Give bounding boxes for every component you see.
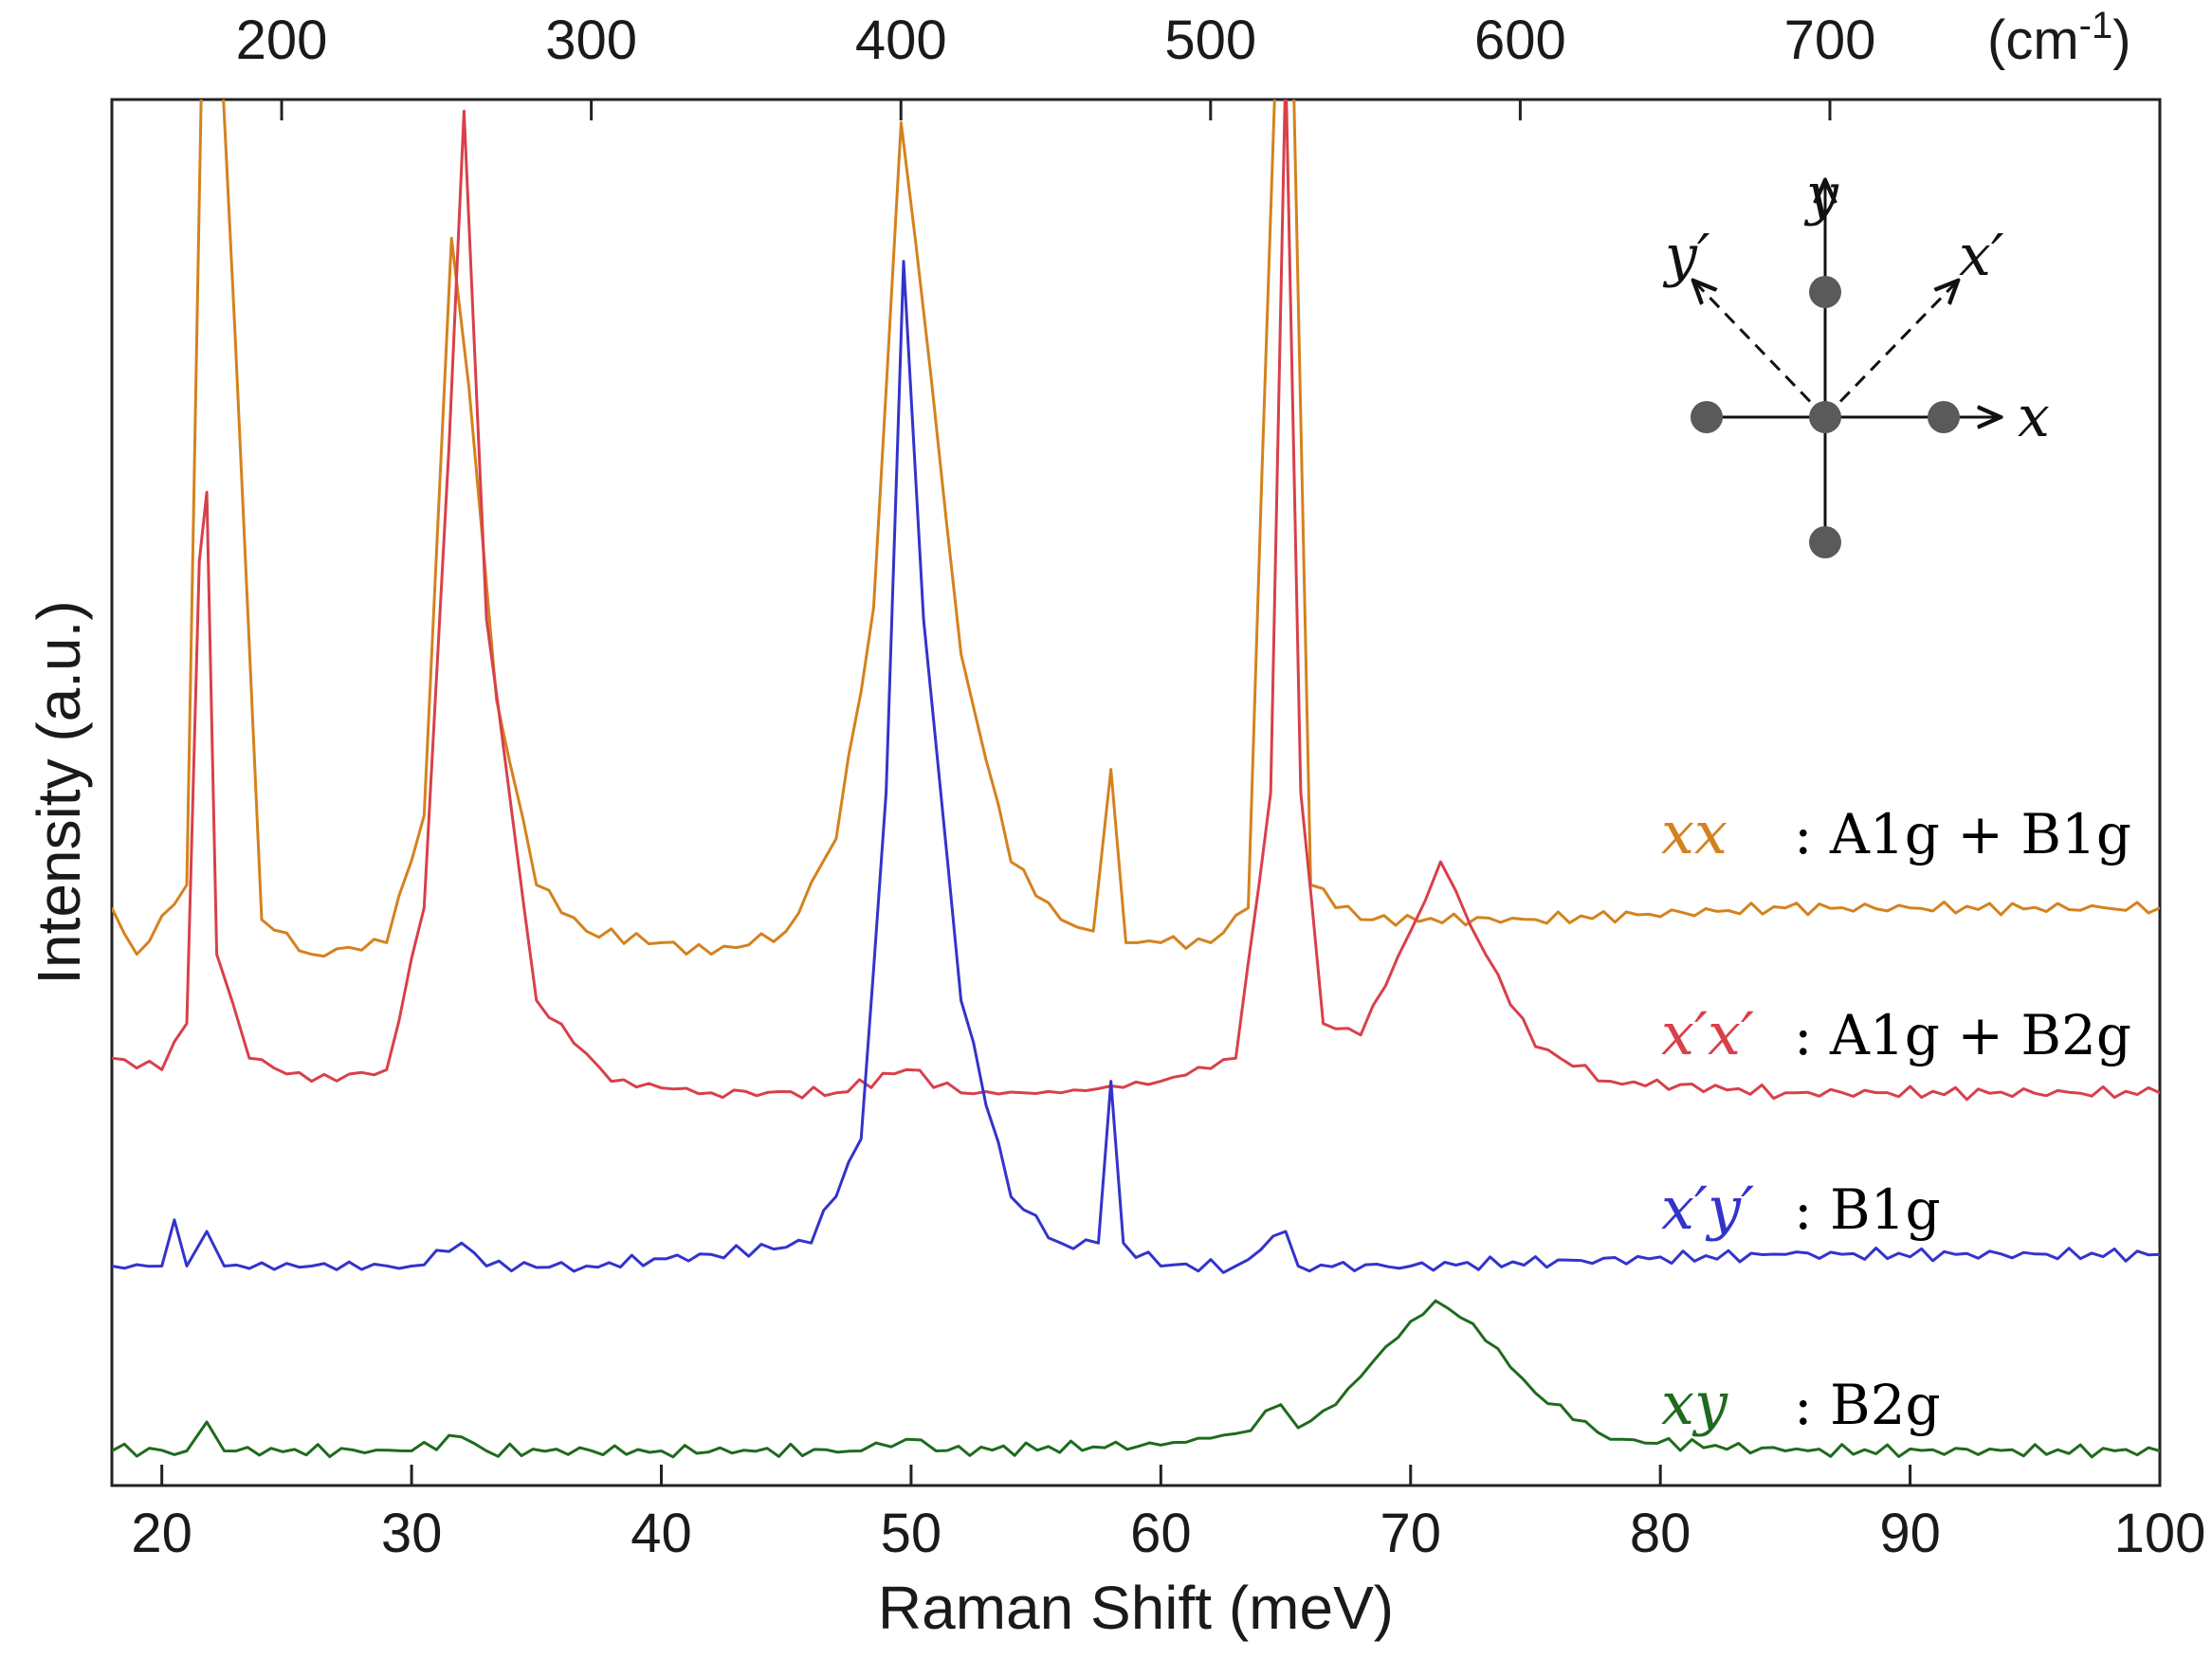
- top-tick-label: 200: [236, 9, 328, 71]
- legend-symmetry-xpyp: : B1g: [1794, 1177, 1941, 1242]
- series-layer: [112, 100, 2160, 1459]
- inset-yprime-axis: [1693, 281, 1827, 419]
- legend-label-xpyp: x′y′: [1661, 1174, 1754, 1243]
- x-tick-label: 80: [1630, 1503, 1691, 1564]
- x-tick-label: 90: [1879, 1503, 1941, 1564]
- legend-symmetry-xy: : B2g: [1794, 1373, 1941, 1437]
- plot-frame: [110, 98, 2162, 1487]
- inset-label-x: x: [2018, 384, 2050, 450]
- top-tick-label: 500: [1164, 9, 1256, 71]
- inset-axis-labels: x y x′ y′: [1662, 161, 2050, 450]
- atom-bottom: [1809, 526, 1841, 558]
- legend-label-xy: xy: [1661, 1369, 1728, 1438]
- top-tick-label: 700: [1784, 9, 1876, 71]
- series-line-xpyp: [112, 260, 2160, 1274]
- inset-atoms: [1691, 276, 1960, 558]
- atom-center: [1809, 401, 1841, 433]
- inset-schematic: [1693, 180, 2001, 542]
- top-tick-label: 600: [1474, 9, 1566, 71]
- top-tick-label: 300: [545, 9, 637, 71]
- series-line-xy: [112, 1299, 2160, 1459]
- legend-symmetry-xpxp: : A1g + B2g: [1794, 1003, 2131, 1067]
- inset-label-yprime: y′: [1662, 223, 1710, 289]
- top-axis-unit: (cm-1): [1987, 5, 2131, 71]
- series-line-xpxp: [112, 100, 2160, 1102]
- inset-xprime-axis: [1823, 281, 1958, 419]
- x-tick-label: 30: [381, 1503, 443, 1564]
- top-tick-label: 400: [855, 9, 947, 71]
- x-tick-label: 20: [131, 1503, 192, 1564]
- x-tick-label: 50: [881, 1503, 942, 1564]
- atom-left: [1691, 401, 1723, 433]
- legend: xx : A1g + B1g x′x′ : A1g + B2g x′y′ : B…: [1661, 798, 2131, 1438]
- legend-symmetry-xx: : A1g + B1g: [1794, 802, 2131, 866]
- atom-top: [1809, 276, 1841, 308]
- atom-right: [1928, 401, 1960, 433]
- x-tick-label: 40: [631, 1503, 692, 1564]
- top-axis: 200 300 400 500 600 700: [236, 9, 1876, 120]
- x-tick-label: 100: [2114, 1503, 2206, 1564]
- inset-label-y: y: [1803, 161, 1839, 228]
- inset-label-xprime: x′: [1959, 223, 2004, 289]
- series-line-xx: [112, 100, 2160, 958]
- x-tick-label: 60: [1130, 1503, 1192, 1564]
- bottom-axis: 20 30 40 50 60 70 80 90 100: [131, 1465, 2205, 1564]
- x-axis-title: Raman Shift (meV): [878, 1574, 1394, 1642]
- y-axis-title: Intensity (a.u.): [25, 600, 93, 985]
- legend-label-xx: xx: [1661, 798, 1728, 867]
- x-tick-label: 70: [1380, 1503, 1441, 1564]
- legend-label-xpxp: x′x′: [1661, 999, 1754, 1068]
